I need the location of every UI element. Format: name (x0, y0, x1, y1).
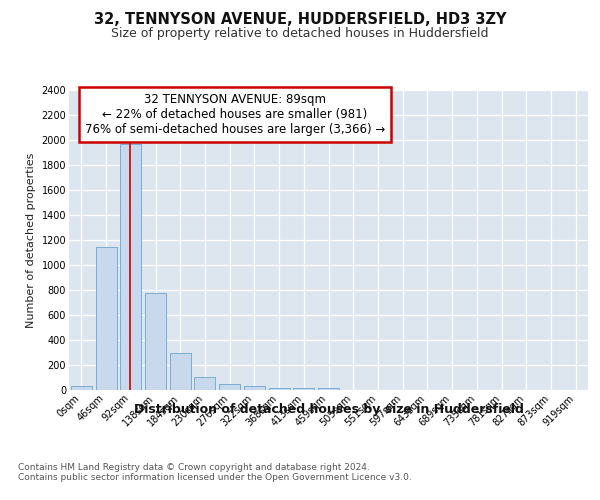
Text: 32, TENNYSON AVENUE, HUDDERSFIELD, HD3 3ZY: 32, TENNYSON AVENUE, HUDDERSFIELD, HD3 3… (94, 12, 506, 28)
Text: 32 TENNYSON AVENUE: 89sqm
← 22% of detached houses are smaller (981)
76% of semi: 32 TENNYSON AVENUE: 89sqm ← 22% of detac… (85, 93, 385, 136)
Y-axis label: Number of detached properties: Number of detached properties (26, 152, 36, 328)
Bar (318, 388, 339, 390)
Bar (95, 247, 116, 390)
Text: Contains HM Land Registry data © Crown copyright and database right 2024.
Contai: Contains HM Land Registry data © Crown c… (18, 462, 412, 482)
Bar (170, 352, 191, 390)
Bar (71, 386, 92, 390)
Bar (120, 144, 141, 390)
Bar (269, 388, 290, 390)
Bar (145, 293, 166, 390)
Bar (219, 384, 240, 390)
Bar (293, 388, 314, 390)
Bar (244, 386, 265, 390)
Text: Size of property relative to detached houses in Huddersfield: Size of property relative to detached ho… (111, 28, 489, 40)
Text: Distribution of detached houses by size in Huddersfield: Distribution of detached houses by size … (134, 402, 524, 415)
Bar (194, 377, 215, 390)
